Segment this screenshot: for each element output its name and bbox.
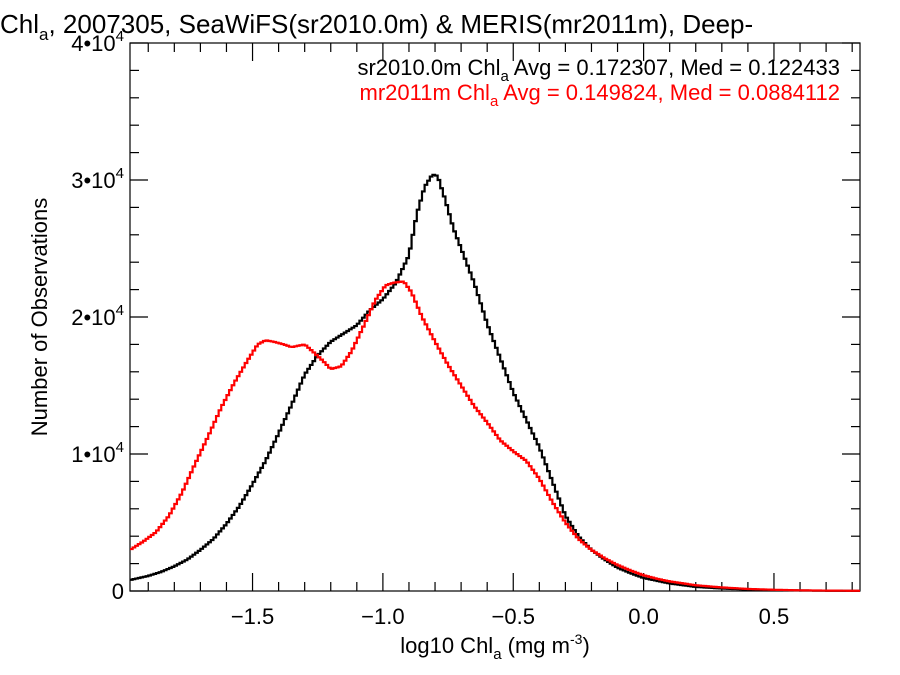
x-tick-label: 0.5 (759, 604, 790, 629)
legend-entry-mr2011: mr2011m Chla Avg = 0.149824, Med = 0.088… (360, 80, 840, 110)
y-tick-label: 0 (112, 579, 124, 604)
series-line-sr2010.0m (130, 173, 860, 592)
y-tick-label: 4•104 (71, 28, 124, 56)
chart-title: Chla, 2007305, SeaWiFS(sr2010.0m) & MERI… (0, 9, 753, 44)
x-tick-label: −1.0 (361, 604, 404, 629)
y-tick-label: 3•104 (71, 165, 124, 193)
x-tick-label: −1.5 (231, 604, 274, 629)
y-tick-label: 1•104 (71, 439, 124, 467)
y-tick-label: 2•104 (71, 302, 124, 330)
y-axis-label: Number of Observations (27, 198, 52, 436)
x-tick-label: 0.0 (628, 604, 659, 629)
axis-ticks (130, 42, 860, 592)
x-tick-labels: −1.5 −1.0 −0.5 0.0 0.5 (231, 604, 789, 629)
x-tick-label: −0.5 (492, 604, 535, 629)
series-line-mr2011m (130, 280, 860, 592)
series-lines (130, 173, 860, 592)
x-axis-label: log10 Chla (mg m-3) (400, 631, 590, 663)
legend-entry-sr2010: sr2010.0m Chla Avg = 0.172307, Med = 0.1… (357, 55, 840, 85)
y-tick-labels: 0 1•104 2•104 3•104 4•104 (71, 28, 124, 604)
